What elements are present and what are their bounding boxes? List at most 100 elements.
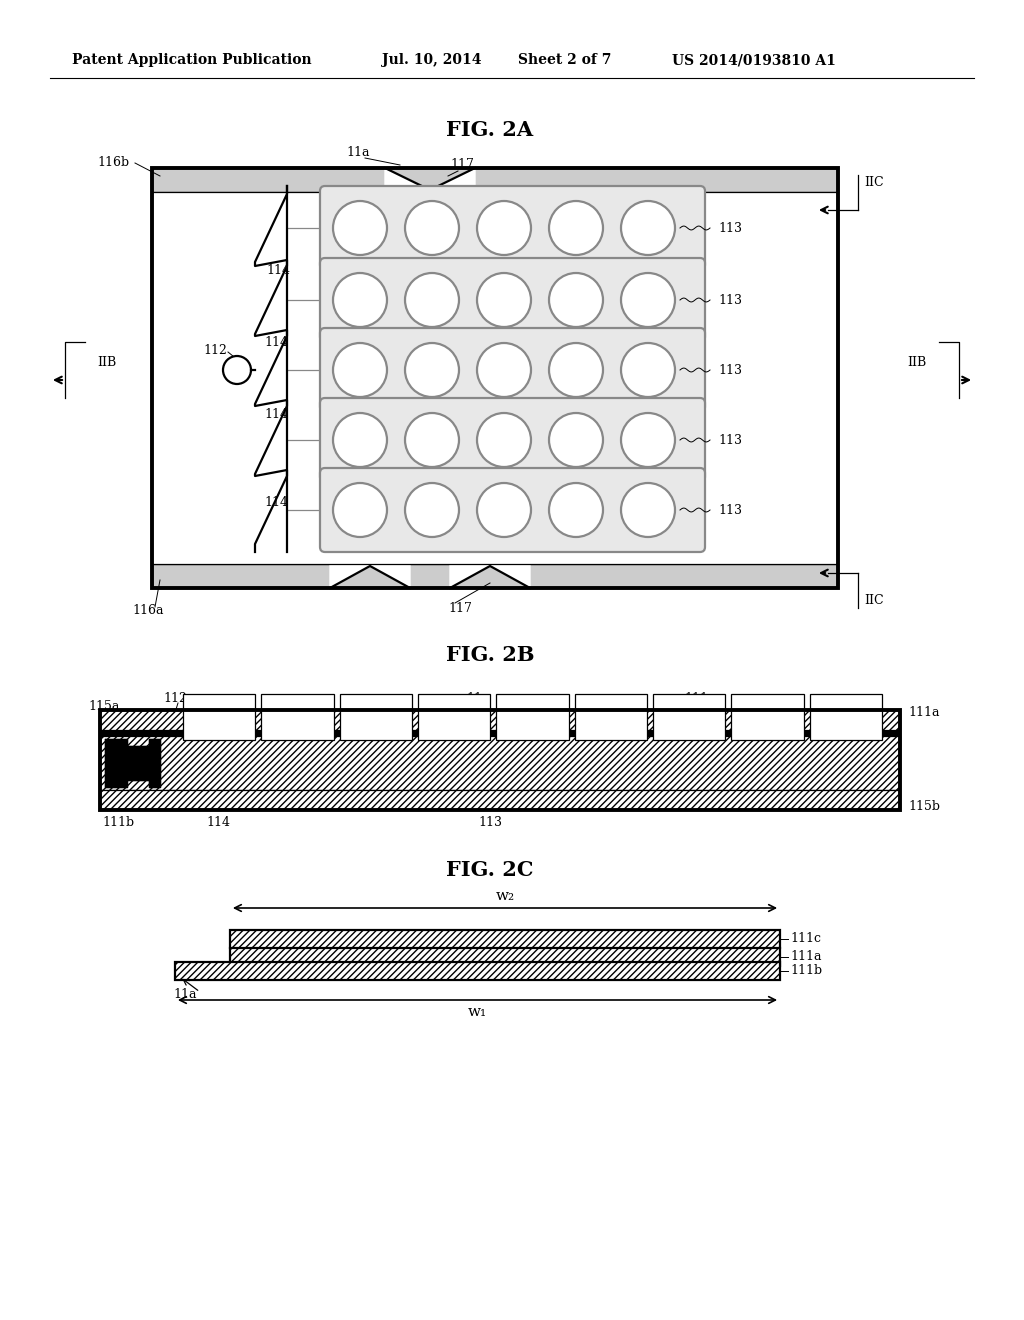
Text: 114: 114 [264,408,288,421]
Text: 114: 114 [206,816,230,829]
Bar [152,168,838,191]
Text: 11a: 11a [466,692,489,705]
Bar [574,694,647,741]
Bar [100,710,900,730]
Circle shape [549,273,603,327]
Bar [100,710,900,810]
Text: 11a: 11a [173,989,197,1002]
Circle shape [223,356,251,384]
Bar [100,729,900,746]
Circle shape [333,273,387,327]
FancyBboxPatch shape [319,469,705,552]
Bar [653,694,725,741]
FancyBboxPatch shape [319,257,705,342]
Text: 114: 114 [264,337,288,350]
Text: US 2014/0193810 A1: US 2014/0193810 A1 [672,53,836,67]
Text: w₂: w₂ [496,888,515,903]
Polygon shape [330,564,410,587]
Circle shape [333,483,387,537]
Text: 115a: 115a [88,701,120,714]
Circle shape [621,413,675,467]
Text: 11a: 11a [346,145,370,158]
Text: 111a: 111a [790,950,821,964]
FancyBboxPatch shape [319,186,705,271]
Text: 113: 113 [718,222,742,235]
Text: FIG. 2C: FIG. 2C [446,861,534,880]
Text: 113: 113 [718,293,742,306]
Circle shape [549,201,603,255]
Circle shape [621,343,675,397]
Circle shape [333,413,387,467]
Bar [152,168,838,587]
Text: IIB: IIB [97,355,117,368]
Text: 114: 114 [318,198,342,211]
Circle shape [333,343,387,397]
Text: 114: 114 [264,495,288,508]
FancyBboxPatch shape [319,399,705,482]
Text: 111c: 111c [684,692,716,705]
Bar [100,710,900,751]
Polygon shape [385,168,475,191]
Bar [261,694,334,741]
Text: IIC: IIC [864,177,884,190]
Text: Jul. 10, 2014: Jul. 10, 2014 [382,53,481,67]
Polygon shape [450,564,530,587]
Text: 111b: 111b [790,965,822,978]
Bar [154,191,836,564]
Text: 113: 113 [718,503,742,516]
Polygon shape [105,739,160,787]
Text: 116b: 116b [98,156,130,169]
Bar [100,730,900,737]
Circle shape [477,201,531,255]
Text: w₁: w₁ [468,1005,487,1019]
Text: 117: 117 [451,158,474,172]
Circle shape [406,413,459,467]
Text: IIB: IIB [907,355,927,368]
Bar [100,737,900,789]
Bar [152,168,838,587]
Text: Sheet 2 of 7: Sheet 2 of 7 [518,53,611,67]
Circle shape [406,483,459,537]
Bar [175,962,780,979]
Circle shape [333,201,387,255]
Bar [418,694,490,741]
Bar [100,710,900,729]
Bar [230,931,780,966]
FancyBboxPatch shape [319,327,705,412]
Circle shape [549,483,603,537]
Circle shape [477,273,531,327]
Bar [183,694,255,741]
Circle shape [477,483,531,537]
Circle shape [406,201,459,255]
Text: 111c: 111c [790,932,821,945]
Text: 111b: 111b [102,816,134,829]
Circle shape [621,201,675,255]
Text: 113: 113 [478,816,502,829]
Circle shape [549,343,603,397]
Circle shape [406,343,459,397]
Bar [100,789,900,810]
Circle shape [549,413,603,467]
Text: 113: 113 [718,363,742,376]
Bar [731,694,804,741]
Bar [100,710,900,810]
Text: 116a: 116a [132,603,164,616]
Bar [810,694,882,741]
Text: 112: 112 [163,692,187,705]
Bar [497,694,568,741]
Circle shape [406,273,459,327]
Text: 111a: 111a [908,706,939,719]
Circle shape [621,483,675,537]
Circle shape [621,273,675,327]
Text: 117: 117 [449,602,472,615]
Bar [152,564,838,587]
Text: FIG. 2A: FIG. 2A [446,120,534,140]
Text: 112: 112 [203,343,227,356]
Text: 114: 114 [266,264,290,276]
Bar [340,694,412,741]
Text: FIG. 2B: FIG. 2B [445,645,535,665]
Circle shape [477,413,531,467]
Text: Patent Application Publication: Patent Application Publication [72,53,311,67]
Text: IIC: IIC [864,594,884,606]
Text: 115b: 115b [908,800,940,813]
